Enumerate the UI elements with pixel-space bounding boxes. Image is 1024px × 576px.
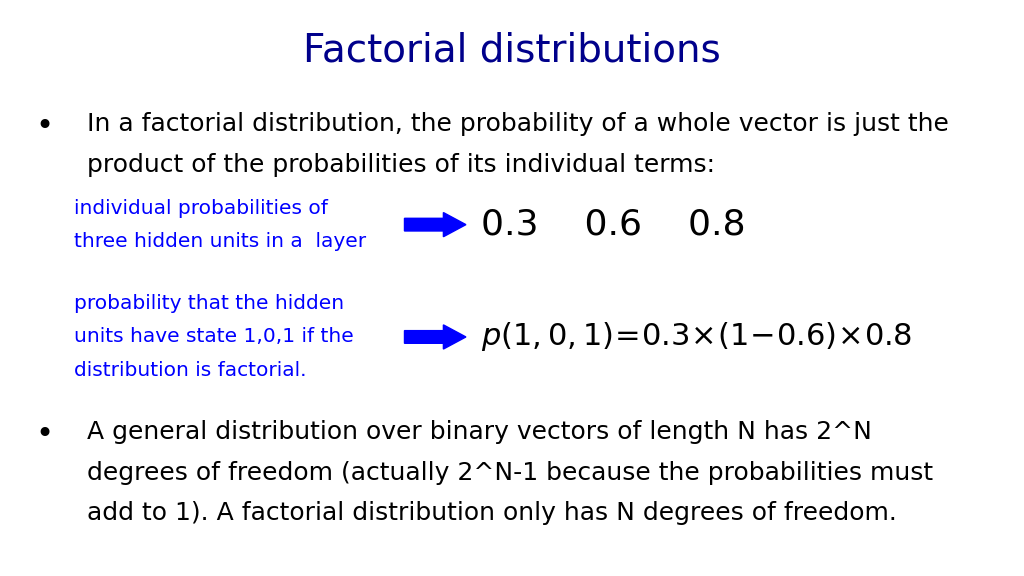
Text: individual probabilities of: individual probabilities of <box>74 199 328 218</box>
Text: 0.3    0.6    0.8: 0.3 0.6 0.8 <box>481 207 745 242</box>
Text: probability that the hidden: probability that the hidden <box>74 294 344 313</box>
Text: In a factorial distribution, the probability of a whole vector is just the: In a factorial distribution, the probabi… <box>87 112 949 137</box>
Text: •: • <box>36 112 54 141</box>
Text: add to 1). A factorial distribution only has N degrees of freedom.: add to 1). A factorial distribution only… <box>87 501 897 525</box>
Text: product of the probabilities of its individual terms:: product of the probabilities of its indi… <box>87 153 715 177</box>
Text: units have state 1,0,1 if the: units have state 1,0,1 if the <box>74 327 353 346</box>
Text: distribution is factorial.: distribution is factorial. <box>74 361 306 380</box>
Text: $p(1, 0, 1)\!=\!0.3\!\times\!(1\!-\!0.6)\!\times\!0.8$: $p(1, 0, 1)\!=\!0.3\!\times\!(1\!-\!0.6)… <box>481 320 912 354</box>
FancyArrow shape <box>404 213 466 237</box>
Text: degrees of freedom (actually 2^N-1 because the probabilities must: degrees of freedom (actually 2^N-1 becau… <box>87 461 933 485</box>
Text: A general distribution over binary vectors of length N has 2^N: A general distribution over binary vecto… <box>87 420 871 445</box>
FancyArrow shape <box>404 325 466 349</box>
Text: Factorial distributions: Factorial distributions <box>303 32 721 70</box>
Text: three hidden units in a  layer: three hidden units in a layer <box>74 232 366 251</box>
Text: •: • <box>36 420 54 449</box>
